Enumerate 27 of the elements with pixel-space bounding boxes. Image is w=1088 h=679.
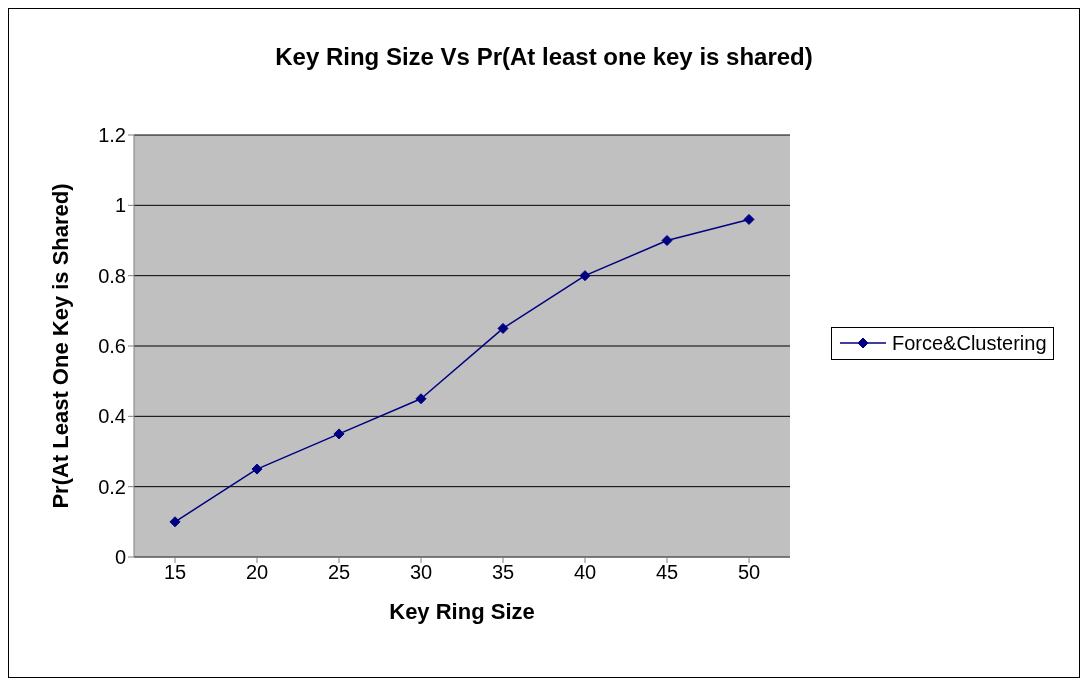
point (169, 516, 181, 528)
y-tick-label: 0.2 (98, 475, 126, 498)
x-axis-title: Key Ring Size (389, 598, 535, 624)
point (415, 393, 427, 405)
x-tick-label: 50 (737, 561, 761, 584)
y-tick-label: 0.6 (98, 335, 126, 358)
y-tick-label: 0.8 (98, 264, 126, 287)
point (333, 428, 345, 440)
legend-label: Force&Clustering (892, 331, 1047, 355)
y-tick-label: 0 (114, 546, 126, 569)
point (251, 463, 263, 475)
point (661, 235, 673, 246)
x-tick-label: 25 (327, 561, 351, 584)
y-tick-label: 1 (114, 194, 126, 217)
y-tick-label: 0.4 (98, 405, 126, 428)
x-tick-label: 15 (163, 561, 187, 584)
x-tick-label: 35 (491, 561, 515, 584)
y-tick-label: 1.2 (98, 124, 126, 147)
x-tick-label: 20 (245, 561, 269, 584)
x-tick-label: 30 (409, 561, 433, 584)
chart-title: Key Ring Size Vs Pr(At least one key is shared) (274, 43, 814, 71)
x-tick-label: 45 (655, 561, 679, 584)
point (579, 270, 591, 282)
point (497, 322, 509, 334)
y-axis-title: Pr(At Least One Key is Shared) (47, 183, 73, 509)
point (743, 213, 755, 225)
x-tick-label: 40 (573, 561, 597, 584)
